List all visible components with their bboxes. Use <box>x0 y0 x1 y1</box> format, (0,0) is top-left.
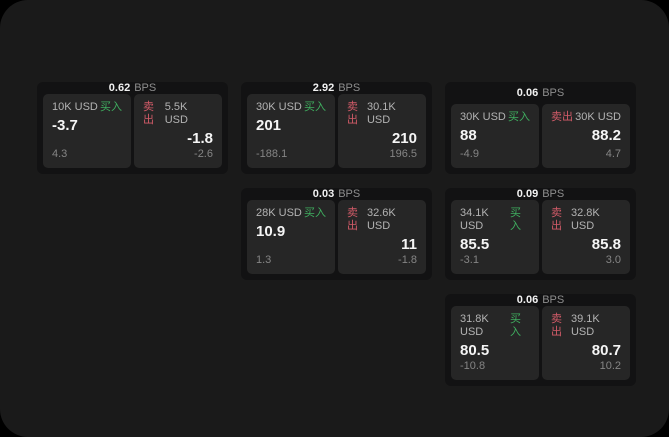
buy-side-label: 买入 <box>510 207 522 232</box>
quote-card: 0.06 BPS 30K USD 买入 88 -4.9 卖出 30K USD <box>445 82 636 174</box>
card-header: 0.62 BPS <box>37 82 228 94</box>
sell-side-label: 卖出 <box>551 313 562 338</box>
card-header: 0.06 BPS <box>445 82 636 104</box>
card-header: 0.06 BPS <box>445 294 636 306</box>
bps-value: 0.03 <box>312 188 335 200</box>
quote-card: 0.09 BPS 34.1K USD 买入 85.5 -3.1 卖出 32.8K… <box>445 188 636 280</box>
buy-sub-value: -4.9 <box>460 148 479 160</box>
sell-notional: 39.1K USD <box>570 313 600 338</box>
buy-side-label: 买入 <box>304 207 326 219</box>
buy-notional: 10K USD <box>52 101 98 113</box>
sell-sub-value: 10.2 <box>599 360 621 372</box>
sell-quote-panel[interactable]: 卖出 30K USD 88.2 4.7 <box>542 104 630 168</box>
bps-unit: BPS <box>542 188 565 200</box>
buy-quote-panel[interactable]: 31.8K USD 买入 80.5 -10.8 <box>451 306 539 380</box>
sell-notional: 30.1K USD <box>366 101 396 126</box>
bps-value: 2.92 <box>312 82 335 94</box>
sell-price: -1.8 <box>187 130 213 147</box>
quote-card: 2.92 BPS 30K USD 买入 201 -188.1 卖出 30.1K … <box>241 82 432 174</box>
sell-notional: 32.6K USD <box>366 207 396 232</box>
sell-notional: 32.8K USD <box>570 207 600 232</box>
sell-side-label: 卖出 <box>551 111 573 123</box>
card-body: 28K USD 买入 10.9 1.3 卖出 32.6K USD 11 -1.8 <box>241 200 432 280</box>
bps-value: 0.06 <box>516 294 539 306</box>
bps-unit: BPS <box>134 82 157 94</box>
buy-notional: 30K USD <box>460 111 506 123</box>
sell-sub-value: -2.6 <box>194 148 213 160</box>
buy-price: 88 <box>460 127 477 144</box>
buy-side-label: 买入 <box>100 101 122 113</box>
sell-sub-value: 3.0 <box>605 254 621 266</box>
quote-card: 0.62 BPS 10K USD 买入 -3.7 4.3 卖出 5.5K USD <box>37 82 228 174</box>
buy-price: 201 <box>256 117 282 134</box>
quote-card-grid: 0.62 BPS 10K USD 买入 -3.7 4.3 卖出 5.5K USD <box>37 82 636 386</box>
sell-notional: 30K USD <box>575 111 621 123</box>
buy-sub-value: -10.8 <box>460 360 486 372</box>
buy-quote-panel[interactable]: 30K USD 买入 201 -188.1 <box>247 94 335 168</box>
sell-price: 88.2 <box>591 127 621 144</box>
buy-sub-value: -3.1 <box>460 254 479 266</box>
bps-unit: BPS <box>338 188 361 200</box>
sell-price: 11 <box>401 236 417 253</box>
card-header: 0.09 BPS <box>445 188 636 200</box>
sell-price: 80.7 <box>591 342 621 359</box>
sell-sub-value: -1.8 <box>398 254 417 266</box>
sell-quote-panel[interactable]: 卖出 32.6K USD 11 -1.8 <box>338 200 426 274</box>
bps-value: 0.62 <box>108 82 131 94</box>
sell-price: 85.8 <box>591 236 621 253</box>
card-body: 34.1K USD 买入 85.5 -3.1 卖出 32.8K USD 85.8… <box>445 200 636 280</box>
sell-side-label: 卖出 <box>143 101 154 126</box>
sell-sub-value: 196.5 <box>389 148 417 160</box>
sell-quote-panel[interactable]: 卖出 39.1K USD 80.7 10.2 <box>542 306 630 380</box>
bps-value: 0.06 <box>516 87 539 99</box>
buy-notional: 31.8K USD <box>460 313 489 338</box>
buy-quote-panel[interactable]: 28K USD 买入 10.9 1.3 <box>247 200 335 274</box>
sell-notional: 5.5K USD <box>164 101 188 126</box>
card-header: 2.92 BPS <box>241 82 432 94</box>
bps-unit: BPS <box>338 82 361 94</box>
card-body: 30K USD 买入 201 -188.1 卖出 30.1K USD 210 1… <box>241 94 432 174</box>
buy-side-label: 买入 <box>508 111 530 123</box>
buy-notional: 28K USD <box>256 207 302 219</box>
sell-sub-value: 4.7 <box>605 148 621 160</box>
sell-quote-panel[interactable]: 卖出 5.5K USD -1.8 -2.6 <box>134 94 222 168</box>
card-header: 0.03 BPS <box>241 188 432 200</box>
sell-side-label: 卖出 <box>347 101 358 126</box>
buy-quote-panel[interactable]: 10K USD 买入 -3.7 4.3 <box>43 94 131 168</box>
sell-quote-panel[interactable]: 卖出 32.8K USD 85.8 3.0 <box>542 200 630 274</box>
bps-unit: BPS <box>542 87 565 99</box>
buy-side-label: 买入 <box>510 313 522 338</box>
buy-side-label: 买入 <box>304 101 326 113</box>
buy-quote-panel[interactable]: 30K USD 买入 88 -4.9 <box>451 104 539 168</box>
buy-price: 85.5 <box>460 236 490 253</box>
bps-value: 0.09 <box>516 188 539 200</box>
buy-price: -3.7 <box>52 117 78 134</box>
buy-sub-value: 1.3 <box>256 254 272 266</box>
quote-card: 0.03 BPS 28K USD 买入 10.9 1.3 卖出 32.6K US… <box>241 188 432 280</box>
sell-side-label: 卖出 <box>347 207 358 232</box>
buy-notional: 34.1K USD <box>460 207 489 232</box>
sell-quote-panel[interactable]: 卖出 30.1K USD 210 196.5 <box>338 94 426 168</box>
sell-side-label: 卖出 <box>551 207 562 232</box>
card-body: 30K USD 买入 88 -4.9 卖出 30K USD 88.2 4.7 <box>445 104 636 174</box>
buy-notional: 30K USD <box>256 101 302 113</box>
buy-sub-value: 4.3 <box>52 148 68 160</box>
buy-price: 80.5 <box>460 342 490 359</box>
buy-sub-value: -188.1 <box>256 148 288 160</box>
bps-unit: BPS <box>542 294 565 306</box>
quote-card: 0.06 BPS 31.8K USD 买入 80.5 -10.8 卖出 39.1… <box>445 294 636 386</box>
card-body: 31.8K USD 买入 80.5 -10.8 卖出 39.1K USD 80.… <box>445 306 636 386</box>
card-body: 10K USD 买入 -3.7 4.3 卖出 5.5K USD -1.8 -2.… <box>37 94 228 174</box>
buy-price: 10.9 <box>256 223 286 240</box>
buy-quote-panel[interactable]: 34.1K USD 买入 85.5 -3.1 <box>451 200 539 274</box>
sell-price: 210 <box>391 130 417 147</box>
